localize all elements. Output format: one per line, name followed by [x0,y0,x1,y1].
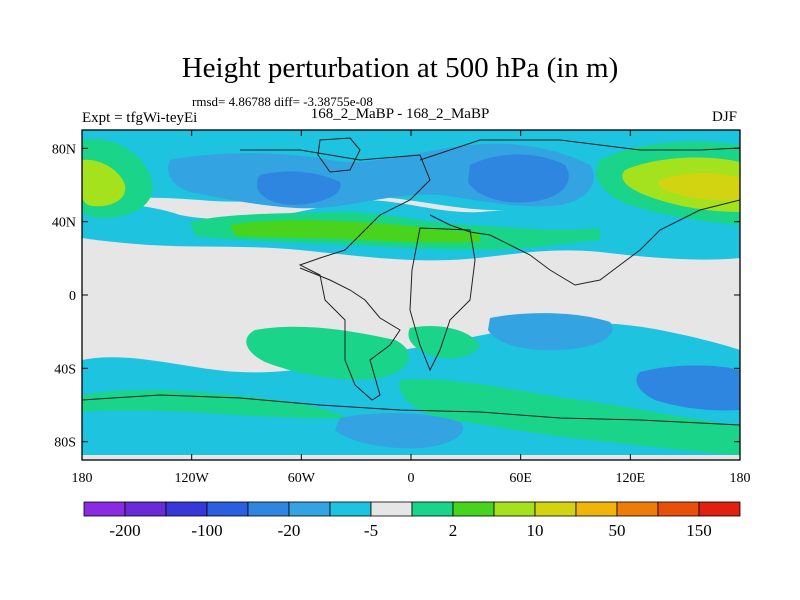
colorbar-label: 150 [686,521,712,540]
outline-antarctica [82,394,740,426]
colorbar-label: -5 [364,521,378,540]
colorbar: -200 -100 -20 -5 2 10 50 150 [83,501,741,540]
colorbar-label: -100 [191,521,222,540]
rmsd-stats: rmsd= 4.86788 diff= -3.38755e-08 [192,94,373,109]
colorbar-swatch [452,501,495,517]
field-region-sh-blue [335,413,464,449]
colorbar-label: 50 [609,521,626,540]
plot-title: Height perturbation at 500 hPa (in m) [181,52,619,84]
field-region-tropic-island [408,325,480,359]
colorbar-swatch [247,501,290,517]
colorbar-swatch [411,501,454,517]
continent-outlines [82,137,740,426]
colorbar-swatch [657,501,700,517]
outline-eurasia [419,139,740,286]
lat-axis-ticks: 80N 40N 0 40S 80S [52,142,740,451]
experiment-label: Expt = tfgWi-teyEi [82,110,198,126]
lon-axis-ticks: 180 120W 60W 0 60E 120E 180 [72,130,751,486]
lon-tick-label: 0 [408,471,415,486]
colorbar-swatch [124,501,167,517]
run-comparison-label: 168_2_MaBP - 168_2_MaBP [310,106,490,122]
colorbar-swatch [493,501,536,517]
field-region-sh-band-mid [488,313,613,351]
field-region-nh-bright [230,220,480,243]
field-region-asia-yellow-2 [658,173,740,201]
colorbar-swatch [165,501,208,517]
lat-tick-label: 80S [54,436,76,451]
lat-tick-label: 40S [54,362,76,377]
outline-greenland [317,137,361,173]
field-region-sh-blue-2 [636,365,740,411]
lon-tick-label: 180 [72,471,93,486]
field-region-pacific-yellow [82,159,126,207]
lat-tick-label: 0 [69,289,76,304]
outline-africa [409,227,476,372]
colorbar-label: 2 [449,521,458,540]
colorbar-swatch [206,501,249,517]
colorbar-swatch [616,501,659,517]
field-region-arctic-blue-2 [468,154,569,203]
colorbar-swatch [575,501,618,517]
colorbar-label: 10 [527,521,544,540]
field-layer [82,130,740,460]
season-label: DJF [712,109,738,125]
colorbar-swatch [534,501,577,517]
lat-tick-label: 40N [52,216,76,231]
colorbar-swatch [83,501,126,517]
lon-tick-label: 120W [175,471,210,486]
field-region-sh-green-3 [82,389,350,419]
field-region-sh-green-2 [399,379,740,455]
lon-tick-label: 180 [730,471,751,486]
colorbar-swatch [698,501,741,517]
field-region-sh-green [246,326,410,380]
lon-tick-label: 60E [509,471,532,486]
colorbar-label: -200 [109,521,140,540]
outline-americas [240,149,431,401]
colorbar-swatch [329,501,372,517]
colorbar-swatch [370,501,413,517]
lon-tick-label: 60W [288,471,316,486]
lat-tick-label: 80N [52,142,76,157]
field-region-arctic-blue [256,171,341,205]
lon-tick-label: 120E [616,471,646,486]
colorbar-swatch [288,501,331,517]
colorbar-label: -20 [278,521,301,540]
